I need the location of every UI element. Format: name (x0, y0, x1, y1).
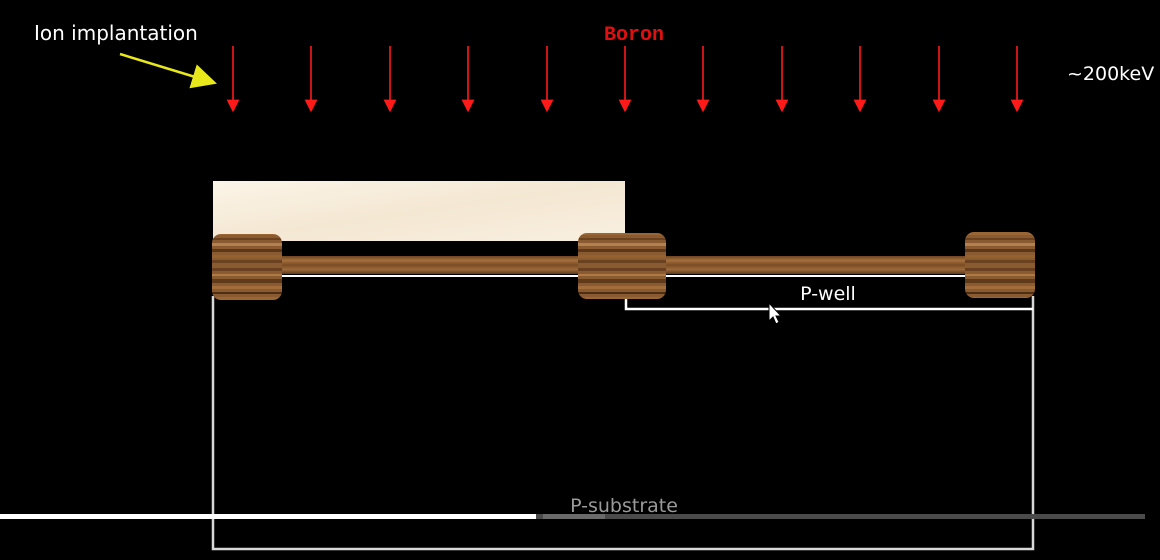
field-oxide-right (965, 232, 1035, 298)
annotation-arrow (119, 52, 217, 89)
ion-arrow-group (226, 46, 1024, 113)
substrate-outline (211, 296, 1035, 551)
field-oxide-left (212, 234, 282, 300)
energy-label: ~200keV (1067, 63, 1154, 85)
p-substrate-label: P-substrate (570, 495, 678, 517)
video-progress-fill (0, 514, 536, 519)
mouse-pointer-icon (768, 301, 783, 325)
thin-oxide-right (660, 256, 975, 274)
p-well-outline (624, 296, 1033, 311)
photoresist-mask-texture (213, 181, 625, 241)
p-well-label: P-well (800, 283, 856, 305)
photoresist-mask (213, 181, 625, 241)
video-progress-buffer (543, 514, 605, 519)
ion-implantation-label: Ion implantation (34, 21, 198, 45)
field-oxide-middle (578, 233, 666, 299)
dopant-label: Boron (604, 24, 664, 47)
thin-oxide-left (270, 256, 590, 274)
